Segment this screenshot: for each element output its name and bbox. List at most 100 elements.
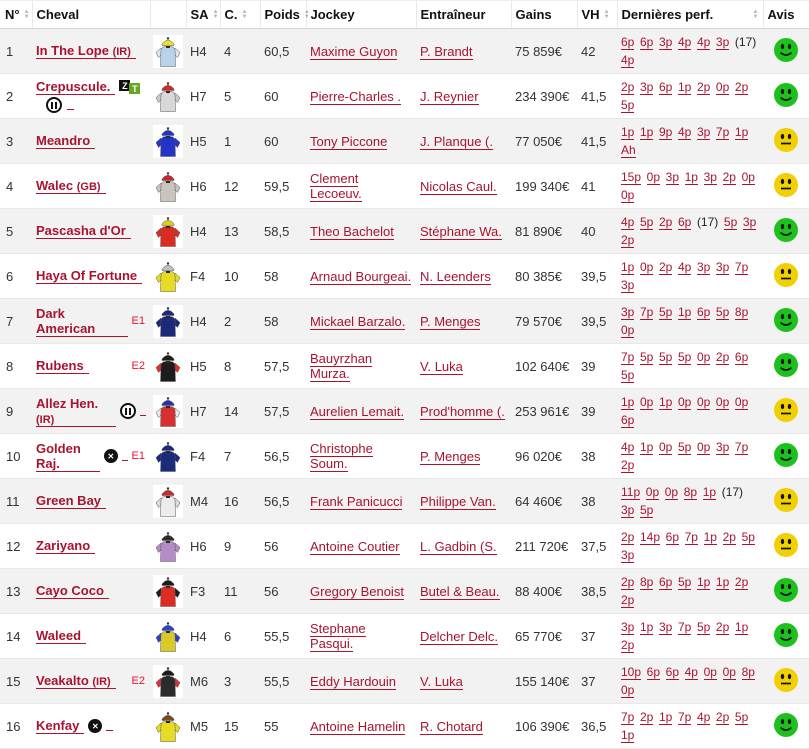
- perf-link[interactable]: 1p: [696, 575, 711, 590]
- perf-link[interactable]: 1p: [639, 620, 654, 635]
- jockey-link[interactable]: Bauyrzhan Murza.: [310, 351, 373, 382]
- perf-link[interactable]: 0p: [703, 665, 717, 680]
- perf-link[interactable]: 2p: [621, 233, 635, 248]
- perf-link[interactable]: 2p: [715, 710, 730, 725]
- column-header-sa[interactable]: SA ▲ ▼: [185, 0, 220, 29]
- jockey-link[interactable]: Stephane Pasqui.: [310, 621, 366, 652]
- perf-link[interactable]: 0p: [715, 395, 730, 410]
- perf-link[interactable]: 6p: [639, 35, 654, 50]
- perf-link[interactable]: 7p: [734, 440, 749, 455]
- perf-link[interactable]: 6p: [677, 215, 692, 230]
- sort-icon[interactable]: ▲ ▼: [303, 8, 310, 20]
- horse-link[interactable]: Waleed: [36, 628, 87, 644]
- perf-link[interactable]: 1p: [703, 530, 717, 545]
- perf-link[interactable]: 3p: [703, 170, 717, 185]
- trainer-link[interactable]: R. Chotard: [420, 718, 483, 735]
- horse-link[interactable]: Crepuscule.: [36, 79, 116, 95]
- perf-link[interactable]: 2p: [621, 458, 635, 473]
- perf-link[interactable]: 0p: [664, 485, 679, 500]
- sort-icon[interactable]: ▲ ▼: [241, 8, 248, 20]
- jockey-link[interactable]: Mickael Barzalo.: [310, 313, 406, 330]
- horse-link[interactable]: Kenfay: [36, 718, 85, 734]
- perf-link[interactable]: 1p: [684, 170, 698, 185]
- trainer-link[interactable]: J. Planque (.: [420, 133, 493, 150]
- perf-link[interactable]: 5p: [658, 350, 673, 365]
- perf-link[interactable]: 3p: [696, 260, 711, 275]
- perf-link[interactable]: 5p: [639, 215, 654, 230]
- jockey-link[interactable]: Christophe Soum.: [310, 441, 373, 472]
- perf-link[interactable]: 7p: [677, 620, 692, 635]
- perf-link[interactable]: 0p: [621, 323, 635, 338]
- horse-info-link[interactable]: [106, 721, 114, 731]
- perf-link[interactable]: 3p: [621, 620, 635, 635]
- horse-link[interactable]: Meandro: [36, 133, 96, 149]
- perf-link[interactable]: 6p: [621, 413, 635, 428]
- perf-link[interactable]: 0p: [741, 170, 755, 185]
- perf-link[interactable]: 5p: [621, 98, 635, 113]
- perf-link[interactable]: 7p: [621, 710, 635, 725]
- perf-link[interactable]: 0p: [696, 440, 711, 455]
- perf-link[interactable]: 4p: [621, 440, 635, 455]
- trainer-link[interactable]: V. Luka: [420, 358, 463, 375]
- perf-link[interactable]: 0p: [715, 80, 730, 95]
- perf-link[interactable]: 5p: [741, 530, 755, 545]
- perf-link[interactable]: 1p: [658, 395, 673, 410]
- perf-link[interactable]: 4p: [677, 35, 692, 50]
- perf-link[interactable]: 3p: [715, 260, 730, 275]
- perf-link[interactable]: 6p: [658, 80, 673, 95]
- perf-link[interactable]: 5p: [734, 710, 749, 725]
- horse-link[interactable]: Allez Hen. (IR): [36, 396, 116, 427]
- horse-link[interactable]: Zariyano: [36, 538, 96, 554]
- horse-link[interactable]: Walec (GB): [36, 178, 106, 194]
- perf-link[interactable]: 5p: [677, 575, 692, 590]
- perf-link[interactable]: 4p: [684, 665, 698, 680]
- perf-link[interactable]: 2p: [715, 350, 730, 365]
- horse-link[interactable]: Rubens: [36, 358, 89, 374]
- perf-link[interactable]: 1p: [621, 260, 635, 275]
- perf-link[interactable]: 3p: [621, 548, 635, 563]
- perf-link[interactable]: 4p: [696, 35, 711, 50]
- column-header-perf[interactable]: Dernières perf. ▲ ▼: [616, 0, 763, 29]
- trainer-link[interactable]: Butel & Beau.: [420, 583, 500, 600]
- perf-link[interactable]: 3p: [658, 35, 673, 50]
- jockey-link[interactable]: Clement Lecoeuv.: [310, 171, 362, 202]
- perf-link[interactable]: 0p: [677, 395, 692, 410]
- perf-link[interactable]: 3p: [621, 305, 635, 320]
- perf-link[interactable]: 7p: [621, 350, 635, 365]
- perf-link[interactable]: 7p: [677, 710, 692, 725]
- perf-link[interactable]: 0p: [658, 440, 673, 455]
- perf-link[interactable]: 0p: [639, 395, 654, 410]
- perf-link[interactable]: 6p: [621, 35, 635, 50]
- perf-link[interactable]: 6p: [665, 530, 679, 545]
- jockey-link[interactable]: Pierre-Charles .: [310, 88, 402, 105]
- trainer-link[interactable]: J. Reynier: [420, 88, 479, 105]
- perf-link[interactable]: 2p: [621, 575, 635, 590]
- trainer-link[interactable]: Prod'homme (.: [420, 403, 505, 420]
- perf-link[interactable]: 5p: [639, 350, 654, 365]
- jockey-link[interactable]: Tony Piccone: [310, 133, 388, 150]
- horse-info-link[interactable]: [121, 451, 128, 461]
- perf-link[interactable]: 8p: [734, 305, 749, 320]
- perf-link[interactable]: 0p: [696, 395, 711, 410]
- perf-link[interactable]: 3p: [621, 278, 635, 293]
- perf-link[interactable]: 2p: [722, 170, 736, 185]
- perf-link[interactable]: 1p: [639, 125, 654, 140]
- perf-link[interactable]: 2p: [621, 530, 635, 545]
- perf-link[interactable]: 1p: [639, 440, 654, 455]
- perf-link[interactable]: 2p: [658, 260, 673, 275]
- sort-icon[interactable]: ▲ ▼: [603, 8, 610, 20]
- horse-link[interactable]: Veakalto (IR): [36, 673, 116, 689]
- jockey-link[interactable]: Antoine Coutier: [310, 538, 400, 555]
- jockey-link[interactable]: Eddy Hardouin: [310, 673, 396, 690]
- perf-link[interactable]: 4p: [621, 215, 635, 230]
- perf-link[interactable]: 3p: [696, 125, 711, 140]
- perf-link[interactable]: 1p: [715, 575, 730, 590]
- perf-link[interactable]: 3p: [715, 35, 730, 50]
- perf-link[interactable]: 1p: [621, 395, 635, 410]
- column-header-vh[interactable]: VH ▲ ▼: [576, 0, 617, 29]
- perf-link[interactable]: 0p: [639, 260, 654, 275]
- horse-link[interactable]: Dark American: [36, 306, 128, 337]
- perf-link[interactable]: 3p: [639, 80, 654, 95]
- perf-link[interactable]: 5p: [677, 440, 692, 455]
